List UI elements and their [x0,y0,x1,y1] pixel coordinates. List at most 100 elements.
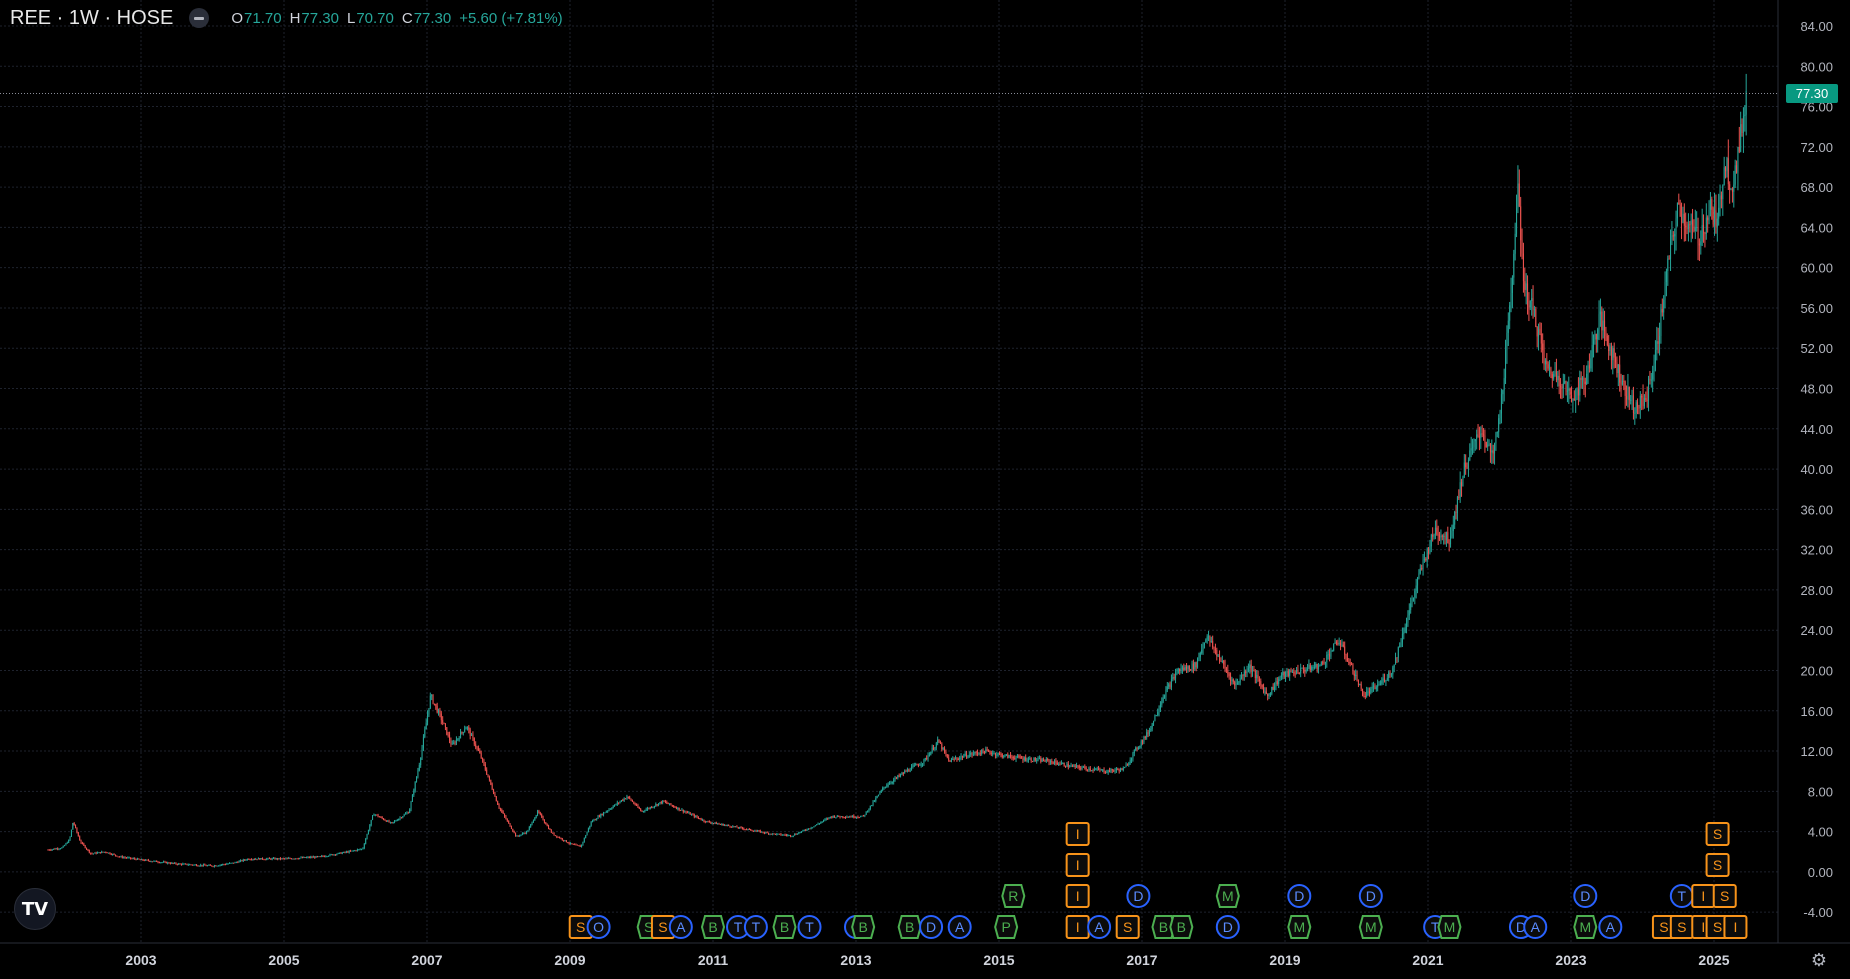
candle-body [417,770,419,777]
candle-body [1008,755,1010,758]
candle-body [180,863,182,865]
event-hexagon-icon [1573,915,1598,939]
candle-body [1076,765,1078,768]
event-letter: S [658,919,667,935]
candle-body [990,752,992,755]
candle-body [220,864,222,866]
candle-body [1278,679,1280,685]
settings-gear-icon[interactable]: ⚙ [1810,950,1828,971]
symbol-title[interactable]: REE · 1W · HOSE [10,6,174,29]
candle-body [1038,758,1040,760]
event-letter: I [1701,919,1705,935]
candle-body [1239,678,1241,683]
candle-body [1316,663,1318,670]
event-letter: D [1133,888,1143,904]
event-circle-icon [1087,915,1112,939]
x-tick-label: 2009 [554,952,585,968]
candle-body [1345,654,1347,659]
candle-body [1040,758,1042,762]
event-hexagon-icon [994,915,1019,939]
candle-body [851,815,853,818]
candle-body [73,823,75,825]
candle-body [543,820,545,823]
event-letter: M [1222,888,1234,904]
candle-body [1175,673,1177,679]
candle-body [161,862,163,864]
candle-body [686,812,688,814]
candle-body [454,742,456,744]
candle-body [864,814,866,816]
event-letter: M [1293,919,1305,935]
candle-body [1366,691,1368,697]
candle-body [1106,772,1108,774]
candle-body [912,765,914,767]
candle-body [1408,610,1410,616]
candle-body [1521,240,1523,254]
candle-body [516,835,518,837]
candle-body [141,859,143,861]
candle-body [856,816,858,818]
candle-body [1099,769,1101,771]
candle-body [263,859,265,861]
candle-body [351,850,353,852]
candle-body [1522,253,1524,282]
y-tick-label: 80.00 [1800,59,1833,74]
candle-body [156,860,158,862]
candle-body [860,816,862,818]
candle-body [274,858,276,860]
candle-body [444,723,446,728]
candle-body [306,857,308,859]
candle-body [369,825,371,831]
candle-body [770,833,772,835]
y-tick-label: 24.00 [1800,623,1833,638]
candle-body [1485,441,1487,447]
candle-body [653,806,655,808]
candle-body [260,858,262,860]
collapse-legend-icon[interactable] [189,8,210,28]
candle-body [704,821,706,823]
candle-body [450,740,452,745]
candle-body [1539,328,1541,334]
candle-body [1693,225,1695,232]
candle-body [202,864,204,866]
tradingview-logo-icon[interactable]: TV [14,888,56,930]
candle-body [1267,694,1269,697]
candle-body [795,834,797,836]
event-letter: B [905,919,914,935]
candle-body [1491,450,1493,453]
candle-body [1653,363,1655,371]
event-letter: I [1076,888,1080,904]
candle-body [557,836,559,838]
candle-body [400,817,402,819]
candle-body [83,843,85,846]
x-tick-label: 2005 [268,952,299,968]
event-marker-circle: T [743,915,768,939]
candle-body [886,785,888,787]
candle-body [1682,213,1684,223]
candle-body [609,808,611,810]
candle-body [1665,270,1667,283]
candle-body [1729,184,1731,190]
candle-body [1676,202,1678,219]
candle-body [680,809,682,811]
candle-body [1388,672,1390,679]
candle-body [1719,195,1721,208]
candle-body [510,826,512,829]
candle-body [794,834,796,836]
candle-body [457,738,459,740]
candle-body [1436,527,1438,535]
candle-body [1084,766,1086,768]
candle-body [968,754,970,757]
candle-body [1208,636,1210,638]
candle-body [1014,758,1016,760]
candle-body [1272,686,1274,690]
candle-body [1671,235,1673,241]
candle-body [645,809,647,811]
candle-body [168,862,170,864]
candle-body [1527,283,1529,306]
candle-body [722,823,724,826]
candle-body [982,749,984,752]
candle-body [805,829,807,831]
candle-body [1019,756,1021,758]
